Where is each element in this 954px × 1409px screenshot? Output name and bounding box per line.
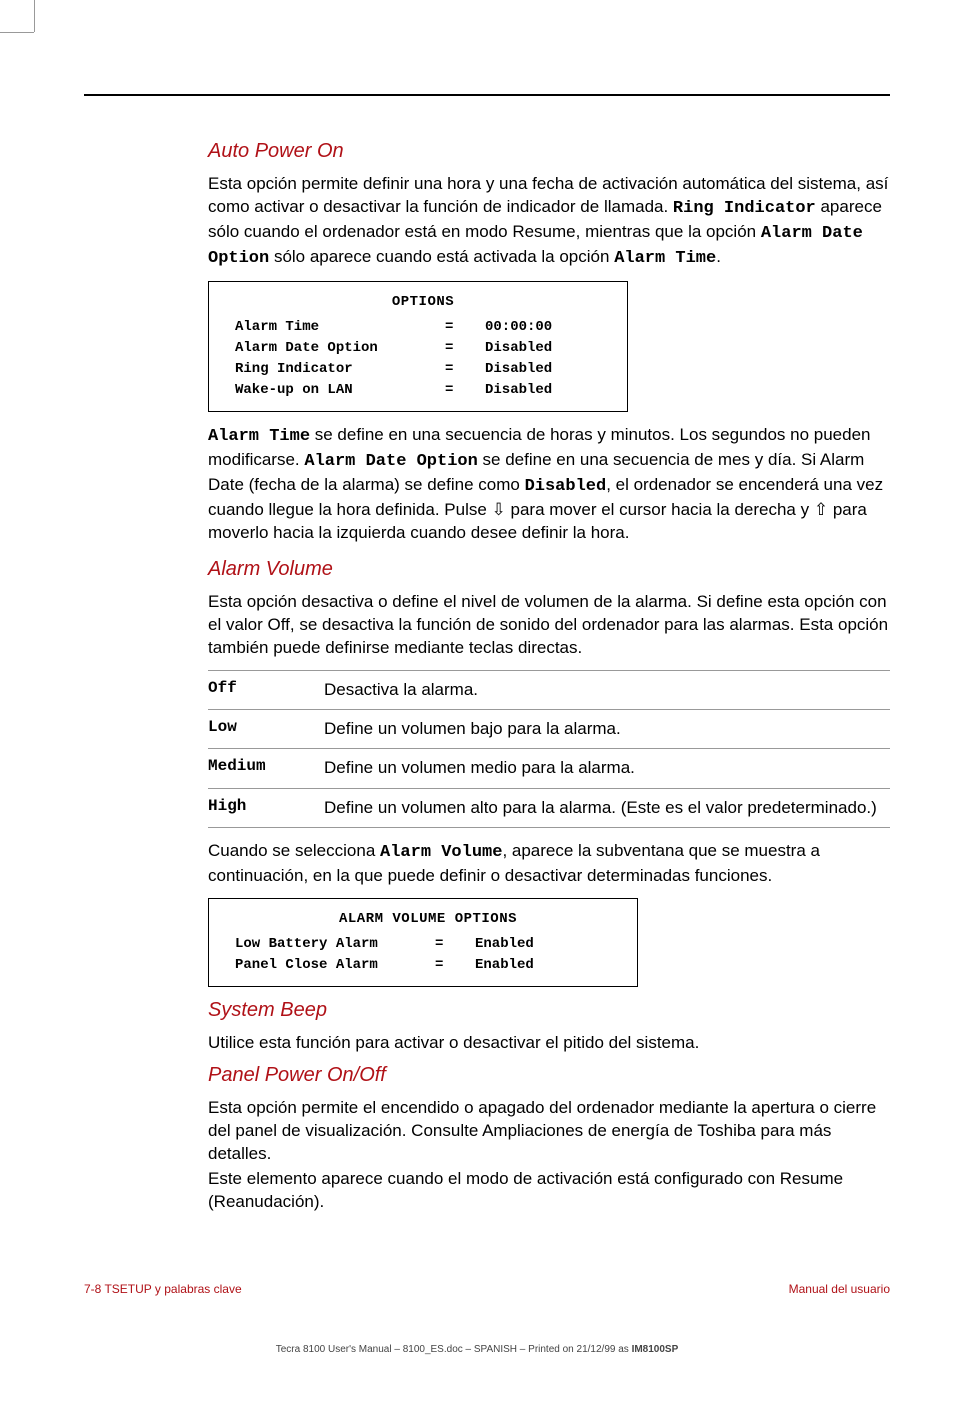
system-beep-text: Utilice esta función para activar o desa…	[208, 1032, 890, 1055]
def-desc: Desactiva la alarma.	[324, 679, 890, 701]
table-row: HighDefine un volumen alto para la alarm…	[208, 788, 890, 828]
opt-val: Disabled	[485, 338, 611, 359]
opt-eq: =	[445, 317, 485, 338]
def-term: Off	[208, 679, 324, 701]
opt-val: Enabled	[475, 934, 621, 955]
header-rule	[84, 94, 890, 96]
def-desc: Define un volumen alto para la alarma. (…	[324, 797, 890, 819]
fine-print: Tecra 8100 User's Manual – 8100_ES.doc –…	[0, 1344, 954, 1355]
alarm-volume-table: OffDesactiva la alarma. LowDefine un vol…	[208, 670, 890, 827]
panel-power-text-2: Este elemento aparece cuando el modo de …	[208, 1168, 890, 1214]
alarm-volume-options-box: ALARM VOLUME OPTIONS Low Battery Alarm=E…	[208, 898, 638, 987]
options-row: Wake-up on LAN=Disabled	[235, 380, 611, 401]
text: para mover el cursor hacia la derecha y	[506, 500, 814, 519]
def-term: High	[208, 797, 324, 819]
opt-label: Alarm Time	[235, 317, 445, 338]
opt-label: Ring Indicator	[235, 359, 445, 380]
heading-auto-power-on: Auto Power On	[208, 140, 890, 163]
mono-disabled: Disabled	[525, 477, 607, 496]
opt-eq: =	[445, 338, 485, 359]
alarm-volume-subwindow-note: Cuando se selecciona Alarm Volume, apare…	[208, 840, 890, 888]
opt-val: Disabled	[485, 380, 611, 401]
fine-print-code: IM8100SP	[632, 1344, 679, 1355]
options-row: Alarm Date Option=Disabled	[235, 338, 611, 359]
footer-left: 7-8 TSETUP y palabras clave	[84, 1282, 242, 1296]
text: sólo aparece cuando está activada la opc…	[269, 247, 614, 266]
heading-alarm-volume: Alarm Volume	[208, 558, 890, 581]
table-row: LowDefine un volumen bajo para la alarma…	[208, 709, 890, 748]
crop-mark-vertical	[34, 0, 35, 32]
opt-label: Wake-up on LAN	[235, 380, 445, 401]
alarm-volume-options-title: ALARM VOLUME OPTIONS	[235, 909, 621, 930]
mono-alarm-date-option: Alarm Date Option	[304, 452, 477, 471]
mono-alarm-volume: Alarm Volume	[380, 843, 502, 862]
def-term: Medium	[208, 757, 324, 779]
auto-power-on-detail: Alarm Time se define en una secuencia de…	[208, 424, 890, 545]
auto-power-on-intro: Esta opción permite definir una hora y u…	[208, 173, 890, 271]
fine-print-text: Tecra 8100 User's Manual – 8100_ES.doc –…	[276, 1344, 632, 1355]
options-row: Ring Indicator=Disabled	[235, 359, 611, 380]
def-term: Low	[208, 718, 324, 740]
heading-system-beep: System Beep	[208, 999, 890, 1022]
crop-mark-horizontal	[0, 32, 34, 33]
opt-val: Enabled	[475, 955, 621, 976]
mono-ring-indicator: Ring Indicator	[673, 199, 816, 218]
opt-label: Panel Close Alarm	[235, 955, 435, 976]
up-arrow-icon: ⇧	[814, 500, 828, 519]
text: .	[716, 247, 721, 266]
table-row: MediumDefine un volumen medio para la al…	[208, 748, 890, 787]
options-row: Alarm Time=00:00:00	[235, 317, 611, 338]
options-box-title: OPTIONS	[235, 292, 611, 313]
page-footer: 7-8 TSETUP y palabras clave Manual del u…	[84, 1282, 890, 1296]
opt-eq: =	[435, 955, 475, 976]
def-desc: Define un volumen medio para la alarma.	[324, 757, 890, 779]
mono-alarm-time: Alarm Time	[208, 427, 310, 446]
opt-eq: =	[435, 934, 475, 955]
alarm-volume-intro: Esta opción desactiva o define el nivel …	[208, 591, 890, 660]
options-box: OPTIONS Alarm Time=00:00:00 Alarm Date O…	[208, 281, 628, 412]
options-row: Low Battery Alarm=Enabled	[235, 934, 621, 955]
opt-val: Disabled	[485, 359, 611, 380]
footer-right: Manual del usuario	[789, 1282, 890, 1296]
heading-panel-power: Panel Power On/Off	[208, 1064, 890, 1087]
panel-power-text-1: Esta opción permite el encendido o apaga…	[208, 1097, 890, 1166]
down-arrow-icon: ⇩	[492, 500, 506, 519]
table-row: OffDesactiva la alarma.	[208, 670, 890, 709]
options-row: Panel Close Alarm=Enabled	[235, 955, 621, 976]
opt-eq: =	[445, 359, 485, 380]
opt-eq: =	[445, 380, 485, 401]
text: Cuando se selecciona	[208, 841, 380, 860]
opt-label: Alarm Date Option	[235, 338, 445, 359]
main-content: Auto Power On Esta opción permite defini…	[208, 140, 890, 1224]
mono-alarm-time: Alarm Time	[614, 249, 716, 268]
opt-label: Low Battery Alarm	[235, 934, 435, 955]
def-desc: Define un volumen bajo para la alarma.	[324, 718, 890, 740]
opt-val: 00:00:00	[485, 317, 611, 338]
